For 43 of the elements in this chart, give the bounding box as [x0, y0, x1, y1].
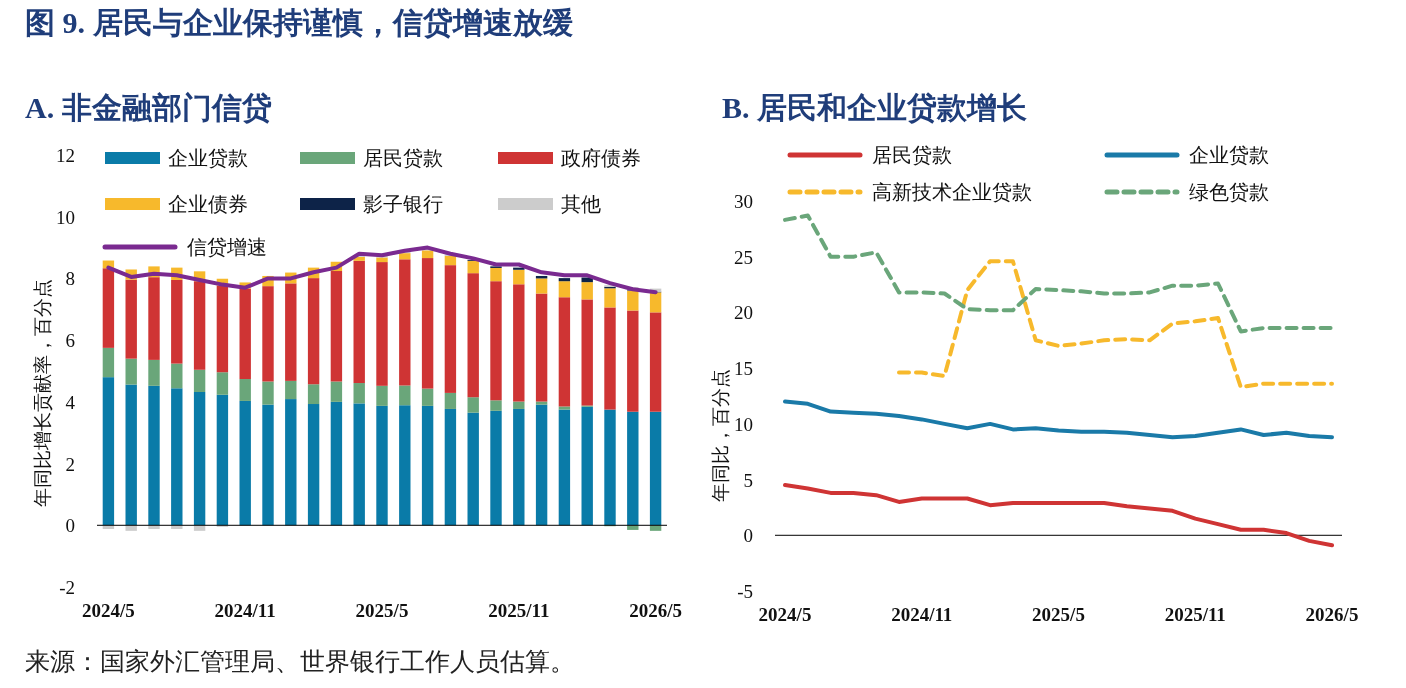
legend-label: 企业贷款 — [1189, 144, 1269, 166]
y-tick-label: 10 — [56, 206, 75, 228]
x-tick-label: 2026/5 — [1305, 604, 1359, 625]
x-tick-label: 2024/11 — [214, 600, 276, 621]
legend-label: 居民贷款 — [363, 147, 443, 169]
y-tick-label: 8 — [65, 268, 75, 290]
x-tick-label: 2025/5 — [355, 600, 409, 621]
caption: 图 9. 居民与企业保持谨慎，信贷增速放缓 — [25, 6, 573, 39]
y-tick-label: 2 — [65, 453, 75, 475]
source-note: 来源：国家外汇管理局、世界银行工作人员估算。 — [25, 648, 575, 675]
chart-title: B. 居民和企业贷款增长 — [722, 91, 1028, 124]
legend-label: 企业债券 — [168, 193, 248, 215]
y-axis-title: 年同比，百分点 — [710, 368, 731, 502]
y-tick-label: 4 — [65, 391, 76, 413]
x-tick-label: 2024/5 — [82, 600, 135, 621]
y-tick-label: -2 — [59, 577, 75, 598]
y-tick-label: 20 — [734, 302, 753, 324]
y-tick-label: 6 — [65, 330, 75, 352]
y-tick-label: 15 — [734, 358, 753, 380]
x-tick-label: 2024/5 — [758, 604, 812, 625]
y-tick-label: 10 — [734, 413, 753, 435]
legend-label: 信贷增速 — [187, 236, 267, 258]
chart-title: A. 非金融部门信贷 — [25, 91, 272, 124]
x-tick-label: 2024/11 — [891, 604, 953, 625]
y-tick-label: 0 — [743, 525, 753, 547]
x-tick-label: 2025/11 — [488, 600, 550, 621]
legend-label: 绿色贷款 — [1189, 181, 1269, 203]
legend-label: 高新技术企业贷款 — [872, 181, 1032, 203]
x-tick-label: 2026/5 — [629, 600, 682, 621]
y-tick-label: 5 — [743, 469, 753, 491]
y-tick-label: 30 — [734, 191, 753, 212]
y-tick-label: -5 — [737, 581, 753, 602]
legend-label: 影子银行 — [363, 193, 443, 215]
x-tick-label: 2025/5 — [1032, 604, 1085, 625]
y-axis-title: 年同比增长贡献率，百分点 — [32, 278, 53, 507]
x-tick-label: 2025/11 — [1164, 604, 1226, 625]
y-tick-label: 0 — [65, 515, 75, 537]
y-tick-label: 12 — [56, 145, 75, 166]
y-tick-label: 25 — [734, 246, 753, 268]
legend-label: 企业贷款 — [168, 147, 248, 169]
legend-label: 政府债券 — [561, 147, 641, 169]
legend-label: 居民贷款 — [872, 144, 952, 166]
legend-label: 其他 — [561, 193, 601, 215]
